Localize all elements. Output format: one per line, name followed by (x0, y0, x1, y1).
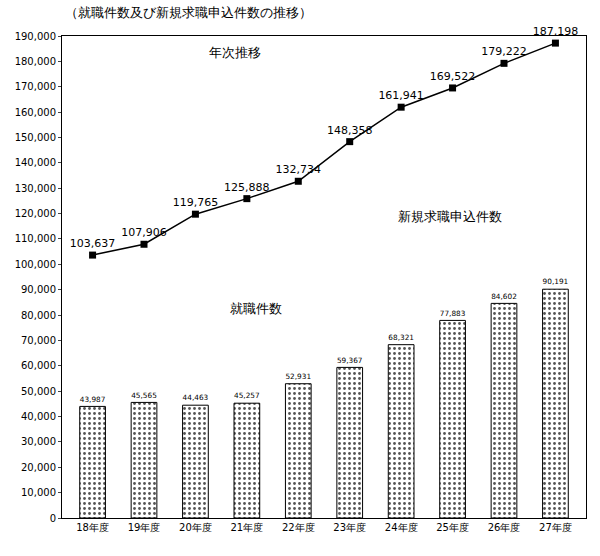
svg-text:103,637: 103,637 (70, 237, 116, 250)
svg-text:119,765: 119,765 (173, 196, 219, 209)
svg-text:23年度: 23年度 (333, 522, 366, 533)
svg-text:68,321: 68,321 (388, 333, 414, 342)
svg-text:170,000: 170,000 (15, 81, 56, 92)
svg-text:40,000: 40,000 (21, 411, 56, 422)
svg-text:148,358: 148,358 (327, 124, 373, 137)
svg-text:27年度: 27年度 (539, 522, 572, 533)
svg-text:80,000: 80,000 (21, 310, 56, 321)
svg-text:169,522: 169,522 (430, 70, 476, 83)
svg-text:107,906: 107,906 (121, 226, 167, 239)
svg-text:77,883: 77,883 (440, 309, 466, 318)
svg-text:25年度: 25年度 (436, 522, 469, 533)
svg-text:160,000: 160,000 (15, 107, 56, 118)
svg-text:10,000: 10,000 (21, 487, 56, 498)
svg-text:21年度: 21年度 (230, 522, 263, 533)
svg-text:161,941: 161,941 (378, 89, 424, 102)
svg-text:44,463: 44,463 (183, 393, 209, 402)
svg-text:24年度: 24年度 (385, 522, 418, 533)
svg-text:150,000: 150,000 (15, 132, 56, 143)
svg-text:26年度: 26年度 (488, 522, 521, 533)
svg-text:70,000: 70,000 (21, 335, 56, 346)
svg-text:132,734: 132,734 (276, 163, 322, 176)
svg-text:20,000: 20,000 (21, 462, 56, 473)
svg-text:45,257: 45,257 (234, 391, 260, 400)
svg-text:22年度: 22年度 (282, 522, 315, 533)
svg-text:180,000: 180,000 (15, 56, 56, 67)
svg-text:52,931: 52,931 (285, 372, 311, 381)
svg-text:120,000: 120,000 (15, 208, 56, 219)
svg-text:18年度: 18年度 (76, 522, 109, 533)
svg-text:125,888: 125,888 (224, 181, 269, 194)
svg-text:就職件数: 就職件数 (230, 301, 282, 316)
svg-text:179,222: 179,222 (481, 45, 527, 58)
svg-text:45,565: 45,565 (131, 391, 157, 400)
svg-text:110,000: 110,000 (15, 233, 56, 244)
svg-text:（就職件数及び新規求職申込件数の推移）: （就職件数及び新規求職申込件数の推移） (65, 5, 312, 20)
svg-text:43,987: 43,987 (80, 395, 106, 404)
svg-text:187,198: 187,198 (533, 25, 579, 38)
svg-text:30,000: 30,000 (21, 436, 56, 447)
svg-text:90,191: 90,191 (543, 277, 569, 286)
svg-text:190,000: 190,000 (15, 31, 56, 42)
svg-text:90,000: 90,000 (21, 284, 56, 295)
svg-text:60,000: 60,000 (21, 360, 56, 371)
svg-text:100,000: 100,000 (15, 259, 56, 270)
svg-text:19年度: 19年度 (128, 522, 161, 533)
svg-text:新規求職申込件数: 新規求職申込件数 (398, 209, 502, 224)
svg-text:20年度: 20年度 (179, 522, 212, 533)
svg-text:50,000: 50,000 (21, 386, 56, 397)
svg-text:年次推移: 年次推移 (209, 45, 261, 60)
svg-text:59,367: 59,367 (337, 356, 363, 365)
svg-text:0: 0 (50, 513, 56, 524)
svg-text:130,000: 130,000 (15, 183, 56, 194)
svg-text:84,602: 84,602 (491, 292, 517, 301)
svg-text:140,000: 140,000 (15, 157, 56, 168)
